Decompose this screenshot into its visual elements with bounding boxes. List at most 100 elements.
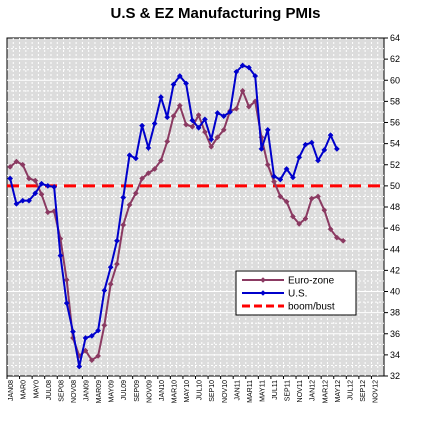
x-tick-label: SEP08 bbox=[58, 380, 65, 402]
data-point-u-s bbox=[139, 122, 146, 129]
data-point-euro-zone bbox=[114, 261, 120, 267]
x-tick-label: MAR12 bbox=[322, 380, 329, 403]
data-point-u-s bbox=[321, 147, 328, 153]
data-point-u-s bbox=[107, 264, 114, 271]
data-point-u-s bbox=[283, 166, 290, 172]
data-point-u-s bbox=[220, 113, 227, 120]
data-point-euro-zone bbox=[139, 175, 146, 182]
data-point-u-s bbox=[327, 132, 334, 139]
data-point-u-s bbox=[51, 183, 58, 190]
data-point-euro-zone bbox=[327, 226, 334, 233]
data-point-u-s bbox=[195, 124, 202, 131]
series-lines bbox=[7, 62, 347, 370]
data-point-euro-zone bbox=[7, 163, 14, 170]
data-point-euro-zone bbox=[220, 126, 227, 133]
data-point-u-s bbox=[32, 190, 39, 197]
y-tick-label: 60 bbox=[390, 75, 400, 85]
legend-marker-euro-zone bbox=[260, 277, 266, 283]
data-point-euro-zone bbox=[340, 237, 347, 244]
chart-title: U.S & EZ Manufacturing PMIs bbox=[110, 5, 321, 22]
data-point-u-s bbox=[227, 108, 234, 115]
legend: Euro-zone U.S. boom/bust bbox=[235, 270, 357, 316]
data-point-u-s bbox=[26, 197, 32, 204]
data-point-u-s bbox=[302, 141, 309, 148]
data-point-u-s bbox=[63, 300, 70, 307]
data-point-euro-zone bbox=[107, 281, 114, 288]
data-point-euro-zone bbox=[26, 175, 32, 182]
x-axis: JAN08 MAR0 MAY0 JUL08 SEP08 NOV08 JAN09 MAR09 MA… bbox=[6, 376, 380, 403]
data-point-euro-zone bbox=[157, 157, 164, 164]
data-point-euro-zone bbox=[233, 105, 240, 112]
data-point-u-s bbox=[245, 64, 252, 71]
data-point-u-s bbox=[157, 94, 164, 101]
data-point-euro-zone bbox=[176, 102, 183, 109]
x-tick-label: MAY12 bbox=[335, 380, 342, 403]
data-point-u-s bbox=[183, 80, 190, 87]
data-point-u-s bbox=[7, 175, 14, 182]
data-point-euro-zone bbox=[289, 213, 296, 220]
x-tick-label: JUL11 bbox=[272, 380, 279, 400]
data-point-u-s bbox=[101, 287, 108, 294]
x-tick-label: MAR09 bbox=[96, 380, 103, 403]
data-point-u-s bbox=[214, 110, 221, 116]
data-point-euro-zone bbox=[95, 352, 102, 359]
x-tick-label: SEP10 bbox=[209, 380, 216, 402]
legend-label-euro-zone: Euro-zone bbox=[288, 276, 335, 287]
data-point-euro-zone bbox=[132, 190, 139, 197]
data-point-u-s bbox=[333, 145, 340, 152]
series-line-euro-zone bbox=[9, 87, 344, 362]
data-point-euro-zone bbox=[101, 322, 108, 329]
x-tick-label: MAR10 bbox=[172, 380, 179, 403]
data-point-euro-zone bbox=[170, 113, 177, 120]
data-point-u-s bbox=[44, 182, 51, 189]
data-point-euro-zone bbox=[126, 201, 133, 208]
x-tick-label: NOV08 bbox=[71, 380, 78, 403]
data-point-euro-zone bbox=[183, 121, 190, 128]
data-point-u-s bbox=[264, 126, 271, 133]
data-point-u-s bbox=[19, 197, 26, 204]
data-point-u-s bbox=[271, 173, 277, 180]
data-point-euro-zone bbox=[151, 166, 158, 172]
y-tick-label: 36 bbox=[390, 329, 400, 339]
legend-marker-u-s bbox=[260, 290, 266, 296]
data-point-euro-zone bbox=[321, 207, 328, 214]
data-point-euro-zone bbox=[277, 193, 284, 200]
x-tick-label: JAN10 bbox=[159, 380, 166, 401]
y-tick-label: 46 bbox=[390, 223, 400, 233]
x-tick-label: JAN11 bbox=[234, 380, 241, 401]
data-point-u-s bbox=[126, 152, 133, 159]
data-point-euro-zone bbox=[308, 195, 315, 202]
x-tick-label: MAR0 bbox=[21, 380, 28, 400]
x-tick-label: JUL08 bbox=[46, 380, 53, 400]
x-tick-label: JAN08 bbox=[8, 380, 15, 401]
y-tick-label: 52 bbox=[390, 160, 400, 170]
data-point-u-s bbox=[114, 237, 120, 244]
data-point-euro-zone bbox=[214, 134, 221, 141]
data-point-u-s bbox=[82, 335, 89, 341]
x-tick-label: SEP09 bbox=[134, 380, 141, 402]
data-point-u-s bbox=[208, 136, 215, 143]
data-point-euro-zone bbox=[44, 209, 51, 216]
x-tick-label: MAY11 bbox=[259, 380, 266, 402]
x-tick-label: SEP11 bbox=[285, 380, 292, 401]
data-point-euro-zone bbox=[283, 198, 290, 205]
data-point-u-s bbox=[88, 332, 95, 339]
data-point-u-s bbox=[76, 363, 83, 370]
x-tick-label: MAY10 bbox=[184, 380, 191, 403]
data-point-euro-zone bbox=[315, 193, 321, 200]
data-point-u-s bbox=[296, 154, 303, 161]
y-tick-label: 64 bbox=[390, 33, 400, 43]
data-point-u-s bbox=[308, 139, 315, 146]
data-point-euro-zone bbox=[120, 222, 127, 228]
data-point-euro-zone bbox=[164, 138, 171, 145]
data-point-u-s bbox=[170, 81, 177, 88]
data-point-euro-zone bbox=[13, 158, 20, 165]
x-tick-label: JUL12 bbox=[347, 380, 354, 400]
legend-label-u-s: U.S. bbox=[288, 289, 307, 300]
data-point-u-s bbox=[70, 328, 76, 335]
data-point-u-s bbox=[57, 252, 64, 259]
y-tick-label: 48 bbox=[390, 202, 400, 212]
x-tick-label: NOV12 bbox=[373, 380, 380, 403]
data-point-u-s bbox=[132, 155, 139, 162]
data-point-u-s bbox=[189, 117, 196, 124]
